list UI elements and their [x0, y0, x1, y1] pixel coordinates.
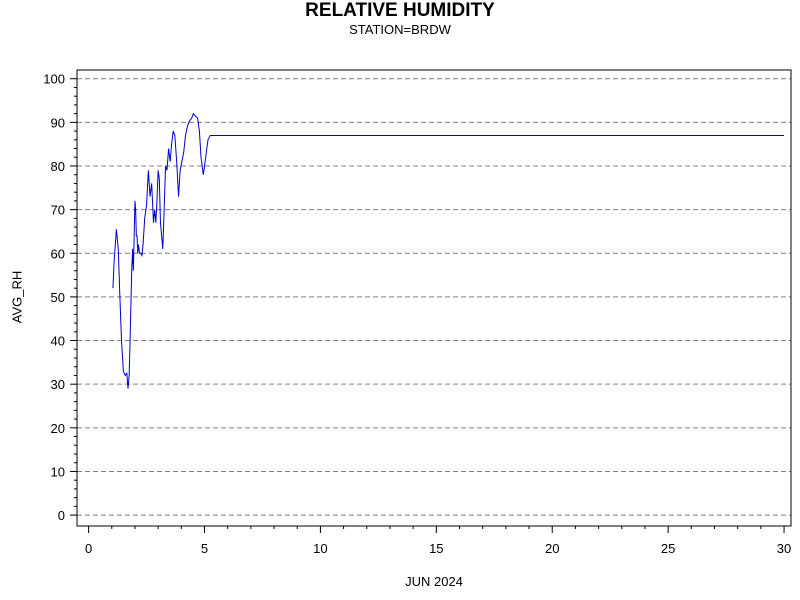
- y-tick-label: 90: [51, 115, 65, 130]
- y-tick-label: 80: [51, 159, 65, 174]
- y-tick-label: 70: [51, 203, 65, 218]
- x-tick-label: 20: [545, 541, 559, 556]
- y-tick-label: 20: [51, 421, 65, 436]
- x-tick-label: 25: [661, 541, 675, 556]
- series-line-avg-rh: [112, 112, 785, 389]
- x-tick-label: 15: [429, 541, 443, 556]
- x-axis: 0 5 10 15 20 25 30: [85, 526, 791, 556]
- y-tick-label: 30: [51, 377, 65, 392]
- x-tick-label: 30: [777, 541, 791, 556]
- x-tick-label: 5: [201, 541, 208, 556]
- grid-lines: [77, 78, 791, 516]
- y-tick-label: 0: [58, 508, 65, 523]
- plot-frame: [76, 69, 792, 527]
- y-tick-label: 50: [51, 290, 65, 305]
- y-axis: 0 10 20 30 40 50 60 70 80 90 100: [43, 72, 77, 523]
- y-tick-label: 60: [51, 246, 65, 261]
- y-tick-label: 100: [43, 72, 65, 87]
- chart-title: RELATIVE HUMIDITY: [305, 0, 495, 21]
- chart-subtitle: STATION=BRDW: [349, 22, 451, 37]
- x-axis-label: JUN 2024: [405, 574, 463, 589]
- x-tick-label: 10: [313, 541, 327, 556]
- y-tick-label: 10: [51, 464, 65, 479]
- y-tick-label: 40: [51, 334, 65, 349]
- x-tick-label: 0: [85, 541, 92, 556]
- series-group: [112, 112, 785, 389]
